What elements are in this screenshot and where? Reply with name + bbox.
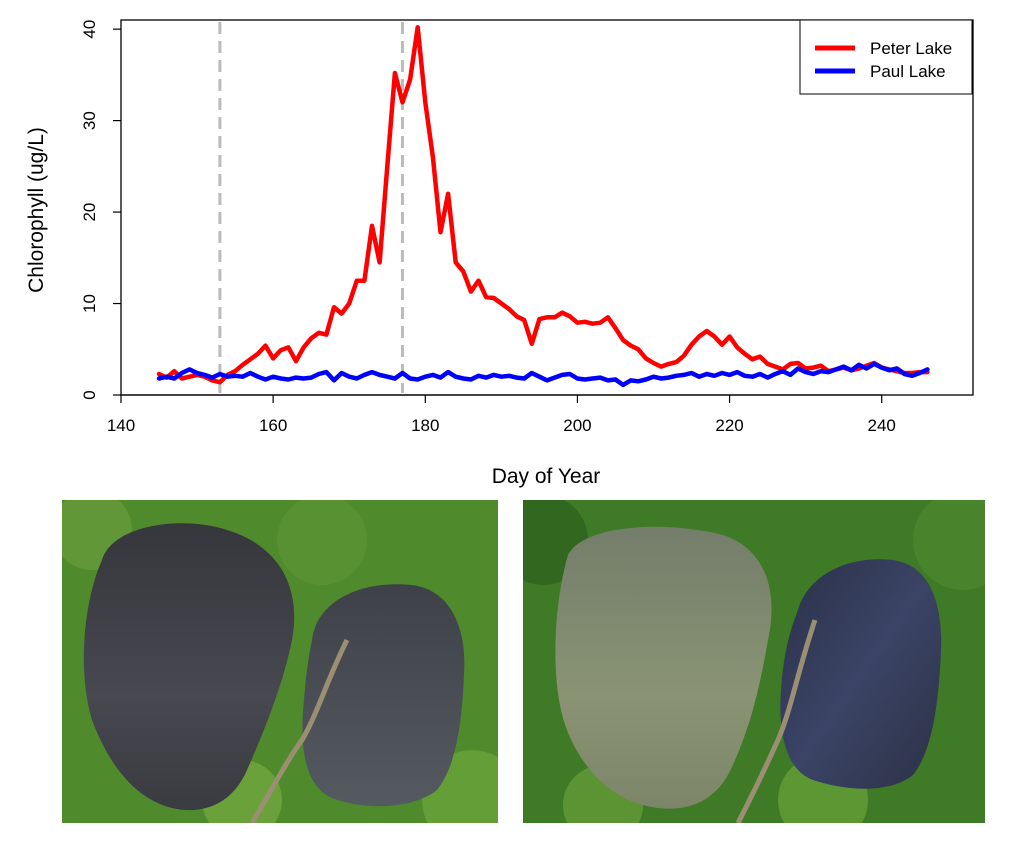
aerial-photo-left — [62, 500, 498, 823]
legend-label-paul: Paul Lake — [870, 62, 946, 81]
peter-lake — [83, 523, 295, 811]
x-tick-label: 240 — [868, 416, 896, 435]
legend: Peter Lake Paul Lake — [799, 19, 973, 95]
paul-lake — [780, 559, 942, 789]
series-line-paul-lake — [156, 361, 930, 388]
aerial-photo-right — [523, 500, 985, 823]
x-tick-label: 180 — [411, 416, 439, 435]
line-chart: 140 160 180 200 220 240 0 10 20 30 40 Day of Year… — [25, 19, 974, 488]
legend-label-peter: Peter Lake — [870, 39, 952, 58]
x-axis: 140 160 180 200 220 240 — [107, 394, 896, 435]
x-tick-label: 220 — [715, 416, 743, 435]
x-tick-label: 160 — [259, 416, 287, 435]
y-axis-label: Chlorophyll (ug/L) — [25, 127, 48, 293]
y-tick-label: 0 — [80, 390, 99, 399]
legend-box — [799, 19, 973, 95]
y-tick-label: 20 — [80, 203, 99, 222]
x-tick-label: 140 — [107, 416, 135, 435]
y-axis: 0 10 20 30 40 — [80, 20, 121, 400]
peter-lake — [555, 526, 772, 809]
y-tick-label: 10 — [80, 294, 99, 313]
y-tick-label: 30 — [80, 111, 99, 130]
road — [249, 638, 350, 823]
road — [735, 619, 818, 823]
paul-lake — [302, 584, 465, 807]
x-tick-label: 200 — [563, 416, 591, 435]
reference-lines — [218, 22, 404, 393]
y-tick-label: 40 — [80, 20, 99, 39]
series-layer — [156, 25, 930, 388]
series-line-peter-lake — [156, 25, 930, 385]
x-axis-label: Day of Year — [492, 465, 601, 488]
